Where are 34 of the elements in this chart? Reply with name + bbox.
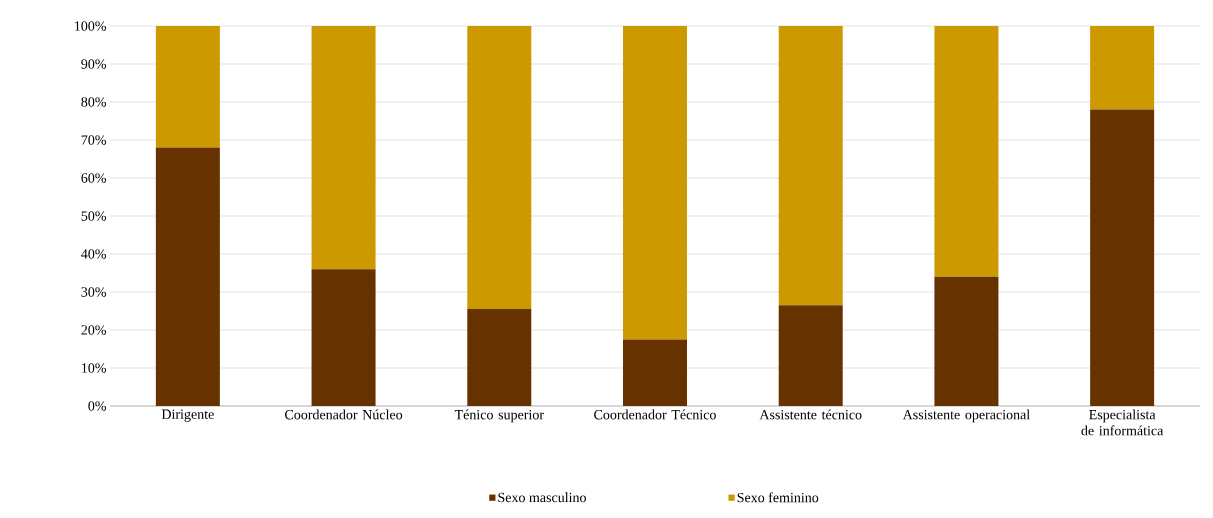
bar: [778, 26, 843, 306]
bar: [1090, 26, 1155, 110]
bar: [467, 309, 532, 406]
x-tick-label: Especialista de informática: [1081, 409, 1164, 436]
x-tick-label: Coordenador Técnico: [594, 409, 716, 420]
y-tick-label: 10%: [82, 363, 107, 373]
x-tick-label: Assistente técnico: [759, 409, 862, 420]
bar: [467, 26, 532, 310]
y-tick-label: 80%: [81, 97, 107, 107]
y-tick-label: 90%: [81, 59, 107, 69]
y-tick-label: 100%: [75, 21, 107, 31]
bar: [778, 305, 843, 406]
x-tick-label: Assistente operacional: [902, 409, 1030, 423]
legend-label: Sexo masculino: [498, 492, 586, 503]
x-tick-label: Coordenador Núcleo: [285, 409, 403, 420]
bar: [623, 339, 687, 406]
y-tick-label: 50%: [81, 211, 107, 221]
bar: [311, 269, 376, 406]
bar: [934, 26, 999, 277]
bar: [155, 26, 220, 148]
y-tick-label: 40%: [81, 249, 107, 259]
x-tick-label: Ténico superior: [454, 409, 544, 423]
bar: [1090, 109, 1155, 406]
bar: [623, 26, 687, 340]
x-tick-label: Dirigente: [161, 409, 214, 422]
y-tick-label: 30%: [81, 287, 107, 297]
bar: [155, 147, 220, 406]
y-tick-label: 0%: [88, 401, 107, 411]
y-tick-label: 60%: [81, 173, 107, 183]
y-tick-label: 20%: [81, 325, 107, 335]
legend-label: Sexo feminino: [737, 492, 819, 503]
bar: [934, 276, 999, 406]
bar: [311, 26, 376, 270]
y-tick-label: 70%: [81, 135, 107, 145]
